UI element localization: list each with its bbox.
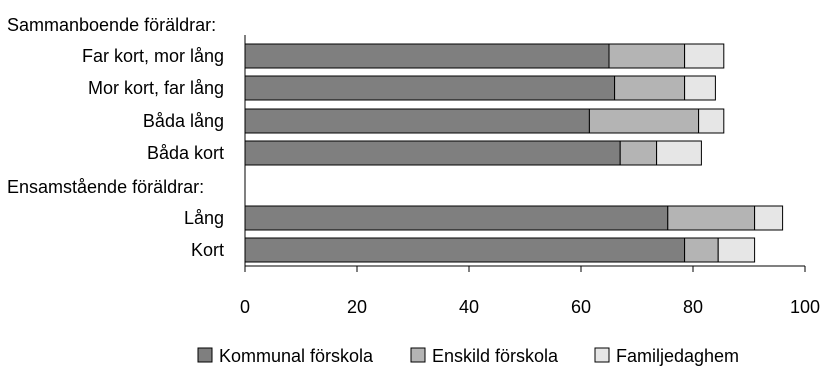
group-label-1: Ensamstående föräldrar: bbox=[7, 177, 204, 197]
bars bbox=[244, 43, 784, 263]
category-label: Båda kort bbox=[147, 143, 224, 163]
category-label: Far kort, mor lång bbox=[82, 46, 224, 66]
x-tick-label: 40 bbox=[459, 297, 479, 317]
bar-familjedaghem-4 bbox=[754, 205, 784, 231]
bar-familjedaghem-2 bbox=[698, 108, 725, 134]
bar-familjedaghem-0 bbox=[684, 43, 725, 69]
bar-enskild-f-rskola-2 bbox=[588, 108, 700, 134]
legend-label-familjedaghem: Familjedaghem bbox=[616, 346, 739, 366]
bar-kommunal-f-rskola-2 bbox=[244, 108, 590, 134]
legend-swatch-familjedaghem bbox=[594, 347, 610, 363]
bar-enskild-f-rskola-1 bbox=[614, 75, 686, 101]
bar-enskild-f-rskola-5 bbox=[684, 237, 719, 263]
bar-kommunal-f-rskola-0 bbox=[244, 43, 610, 69]
legend-swatch-enskild-f-rskola bbox=[410, 347, 426, 363]
bar-enskild-f-rskola-3 bbox=[619, 140, 658, 166]
bar-kommunal-f-rskola-5 bbox=[244, 237, 686, 263]
x-tick-label: 60 bbox=[571, 297, 591, 317]
category-label: Mor kort, far lång bbox=[88, 78, 224, 98]
bar-familjedaghem-1 bbox=[684, 75, 716, 101]
bar-familjedaghem-3 bbox=[656, 140, 702, 166]
legend-label-enskild-f-rskola: Enskild förskola bbox=[432, 346, 559, 366]
bar-familjedaghem-5 bbox=[717, 237, 756, 263]
category-label: Kort bbox=[191, 240, 224, 260]
category-label: Lång bbox=[184, 208, 224, 228]
bar-kommunal-f-rskola-3 bbox=[244, 140, 621, 166]
bar-kommunal-f-rskola-1 bbox=[244, 75, 616, 101]
x-tick-label: 80 bbox=[683, 297, 703, 317]
bar-enskild-f-rskola-0 bbox=[608, 43, 686, 69]
legend: Kommunal förskola Enskild förskola Familje… bbox=[197, 346, 739, 366]
group-label-0: Sammanboende föräldrar: bbox=[7, 15, 216, 35]
category-label: Båda lång bbox=[143, 111, 224, 131]
x-tick-label: 0 bbox=[240, 297, 250, 317]
x-tick-label: 100 bbox=[790, 297, 820, 317]
x-tick-label: 20 bbox=[347, 297, 367, 317]
bar-kommunal-f-rskola-4 bbox=[244, 205, 669, 231]
category-labels: Sammanboende föräldrar: Ensamstående förä… bbox=[7, 15, 224, 260]
x-axis: 0 20 40 60 80 100 bbox=[240, 35, 820, 317]
legend-label-kommunal-f-rskola: Kommunal förskola bbox=[219, 346, 374, 366]
bar-enskild-f-rskola-4 bbox=[667, 205, 756, 231]
legend-swatch-kommunal-f-rskola bbox=[197, 347, 213, 363]
